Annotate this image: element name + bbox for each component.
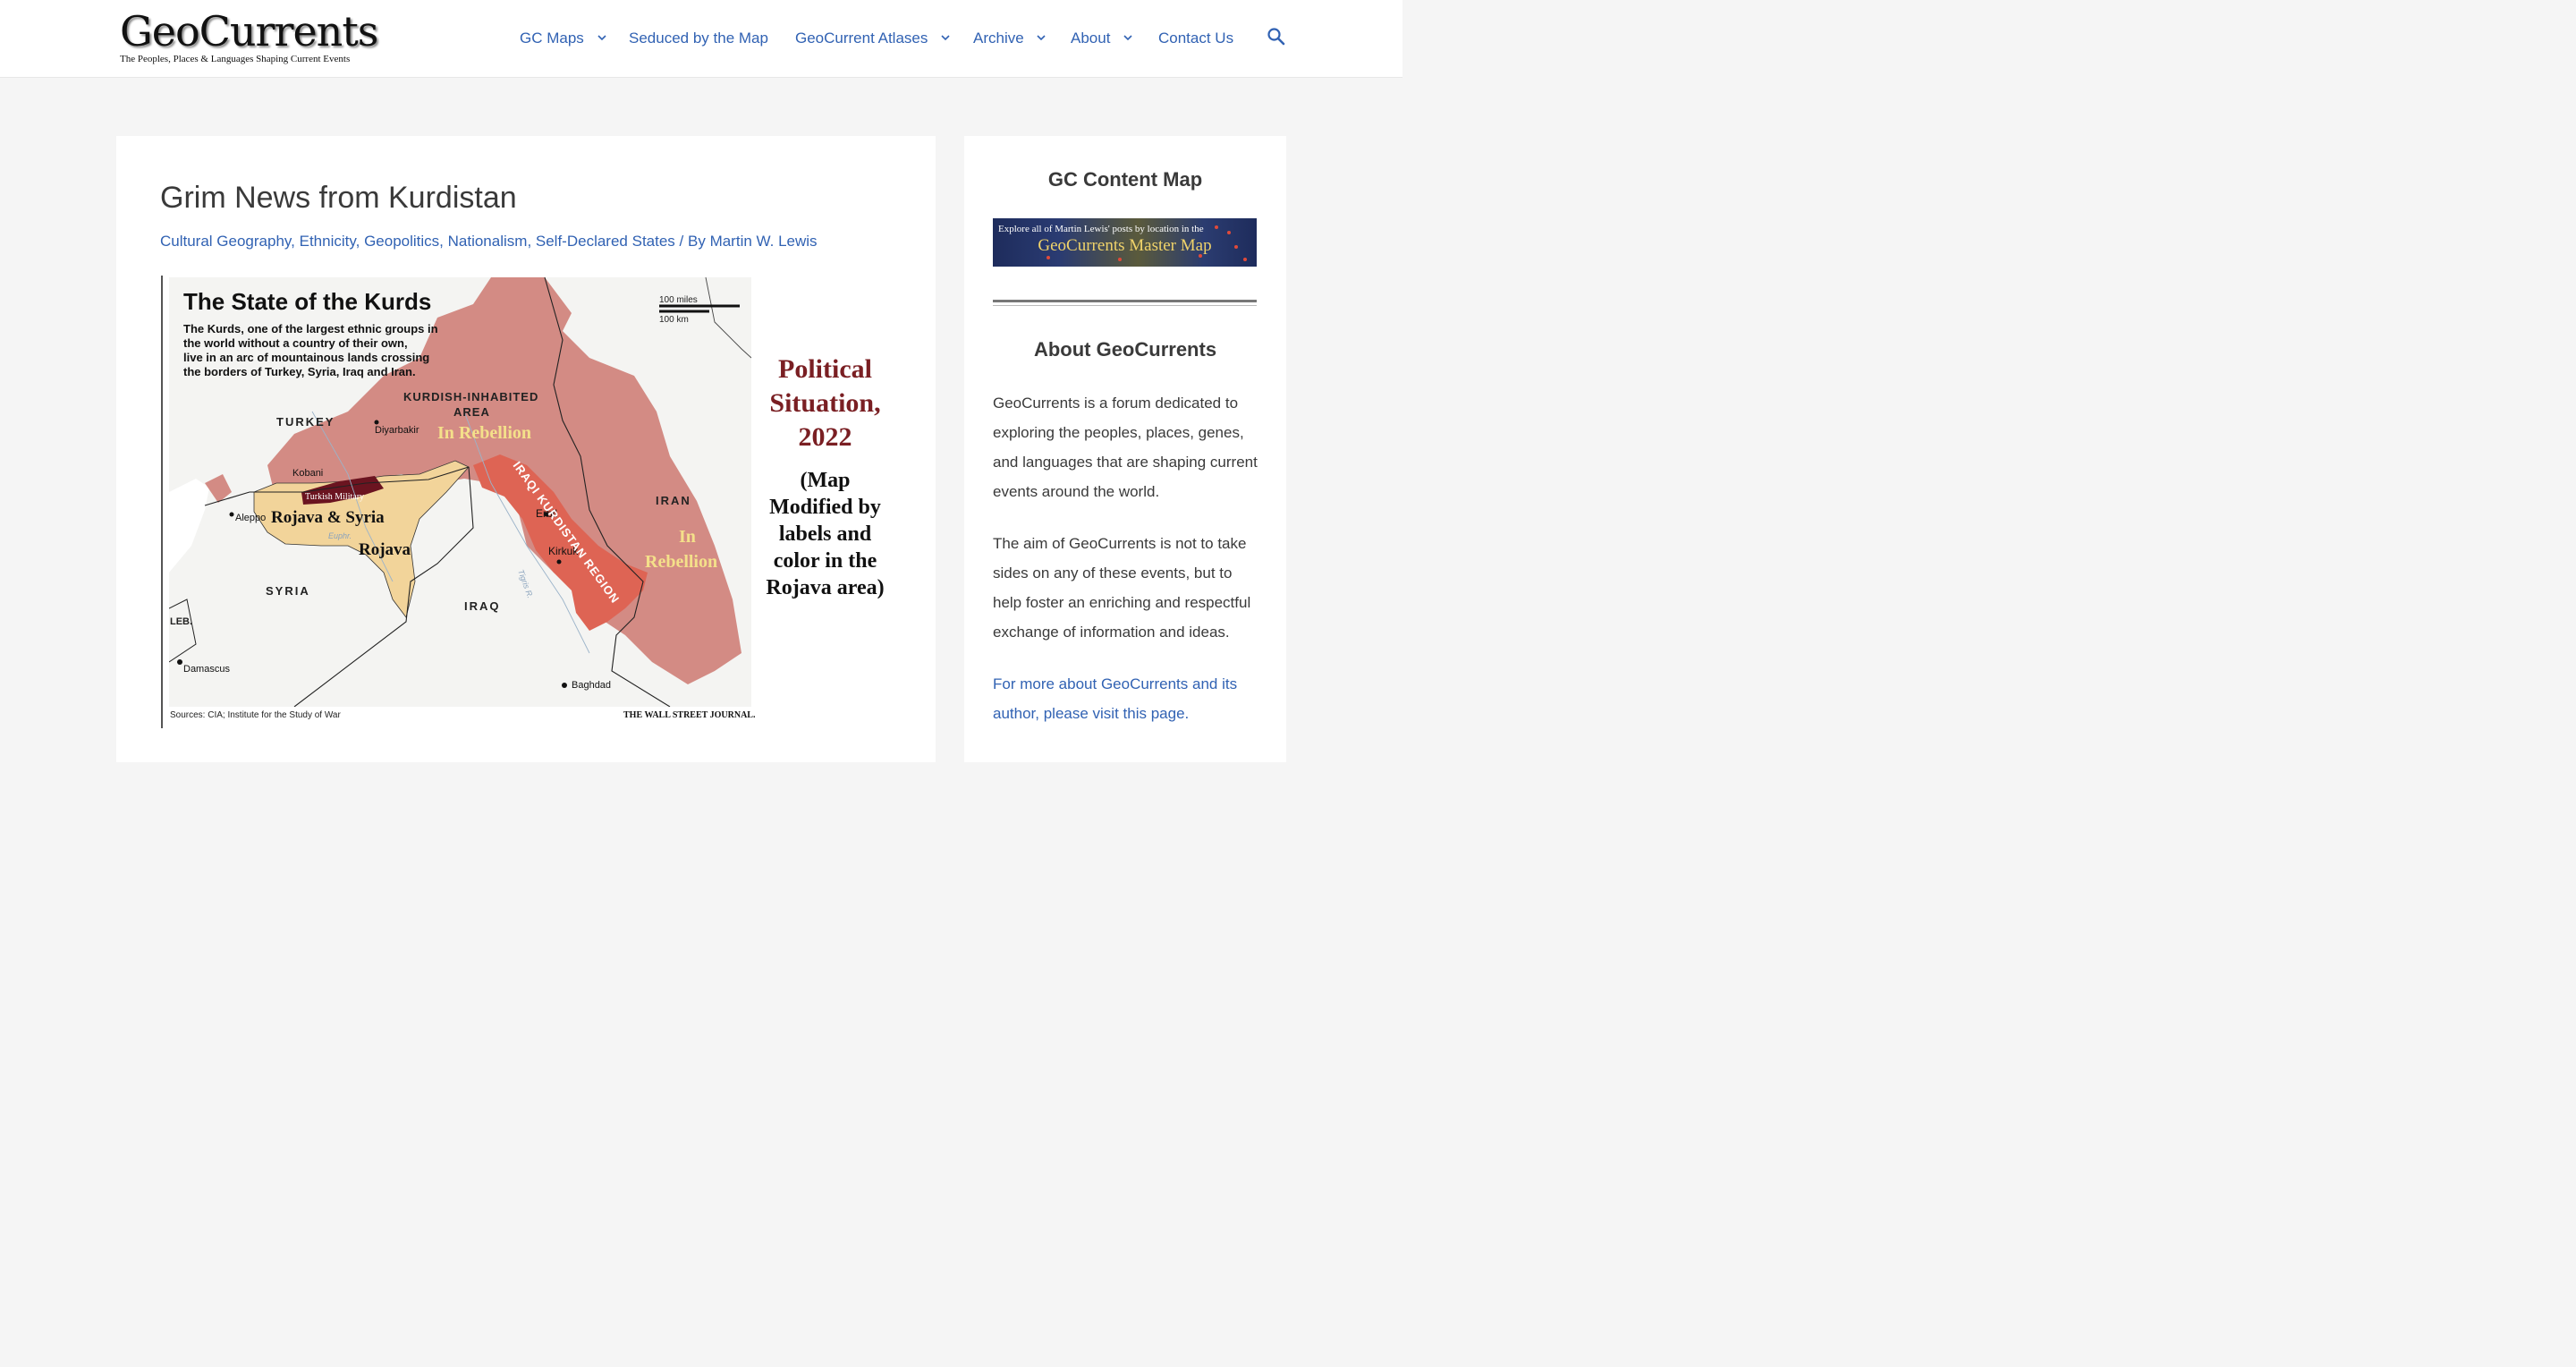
post-title: Grim News from Kurdistan (160, 181, 517, 215)
content-map-heading: GC Content Map (1047, 168, 1203, 191)
sidebar: GC Content Map Explore all of Martin Lew… (964, 136, 1286, 762)
kurdistan-map[interactable]: 100 miles 100 km The State of the Kurds … (169, 277, 751, 707)
city-aleppo: Aleppo (235, 513, 266, 523)
figure-left-rule (161, 276, 163, 728)
chevron-down-icon (941, 35, 950, 41)
about-paragraph: The aim of GeoCurrents is not to take si… (993, 535, 1251, 641)
scale-miles-label: 100 miles (659, 295, 698, 305)
country-iraq: IRAQ (464, 599, 501, 613)
map-annotation-note: (Map Modified by labels and color in the… (751, 467, 899, 601)
chevron-down-icon (1037, 35, 1046, 41)
map-pin-icon (1118, 258, 1122, 261)
byline-prefix: / By (679, 233, 706, 250)
map-desc-line: live in an arc of mountainous lands cros… (183, 351, 429, 364)
article-card: Grim News from Kurdistan Cultural Geogra… (116, 136, 936, 762)
logo-tagline: The Peoples, Places & Languages Shaping … (120, 54, 351, 64)
country-syria: SYRIA (266, 584, 310, 598)
category-link-cultural-geography[interactable]: Cultural Geography (160, 233, 292, 250)
area-label: AREA (453, 405, 490, 419)
city-kobani: Kobani (292, 468, 323, 479)
master-map-banner[interactable]: Explore all of Martin Lewis' posts by lo… (993, 218, 1257, 267)
map-desc-line: the borders of Turkey, Syria, Iraq and I… (183, 365, 416, 378)
map-title: The State of the Kurds (183, 288, 431, 315)
primary-nav: GC Maps Seduced by the Map GeoCurrent At… (0, 29, 1402, 50)
map-annotation-title: Political Situation, 2022 (751, 352, 899, 454)
nav-about[interactable]: About (1071, 29, 1134, 50)
map-pin-icon (1199, 254, 1202, 258)
city-kirkuk: Kirkuk (548, 545, 579, 557)
author-link[interactable]: Martin W. Lewis (709, 233, 818, 250)
iraqi-kurdistan-region (473, 454, 648, 631)
sidebar-divider (993, 300, 1257, 306)
nav-label: Seduced by the Map (629, 30, 768, 47)
map-source: Sources: CIA; Institute for the Study of… (170, 710, 341, 720)
site-logo[interactable]: GeoCurrents The Peoples, Places & Langua… (120, 7, 378, 64)
chevron-down-icon (1123, 35, 1132, 41)
annotation-line: 2022 (798, 422, 852, 452)
search-button[interactable] (1267, 27, 1286, 48)
category-link-geopolitics[interactable]: Geopolitics (364, 233, 440, 250)
map-pin-icon (1227, 231, 1231, 234)
annotation-line: Situation, (769, 388, 881, 418)
site-header: GeoCurrents The Peoples, Places & Langua… (0, 0, 1402, 78)
about-page-link[interactable]: For more about GeoCurrents and its autho… (993, 675, 1238, 722)
rebellion-label-iran: Rebellion (645, 552, 717, 572)
logo-title: GeoCurrents (120, 7, 378, 55)
category-link-ethnicity[interactable]: Ethnicity (299, 233, 356, 250)
nav-label: About (1071, 30, 1111, 47)
nav-label: Archive (973, 30, 1024, 47)
map-pin-icon (1234, 245, 1238, 249)
nav-contact-us[interactable]: Contact Us (1158, 29, 1233, 50)
map-publisher: THE WALL STREET JOURNAL. (623, 710, 756, 720)
area-label: KURDISH-INHABITED (403, 390, 538, 403)
about-heading: About GeoCurrents (1033, 338, 1217, 361)
map-desc-line: the world without a country of their own… (183, 336, 408, 350)
city-erbil: Erbil (536, 507, 557, 520)
annotation-line: Rojava area) (766, 576, 885, 599)
search-icon (1267, 28, 1285, 46)
chevron-down-icon (597, 35, 606, 41)
annotation-line: Modified by (769, 496, 881, 519)
country-lebanon: LEB. (170, 616, 192, 627)
rebellion-label-turkey: In Rebellion (437, 423, 531, 443)
nav-label: GeoCurrent Atlases (795, 30, 928, 47)
scale-km-label: 100 km (659, 315, 689, 325)
nav-gc-maps[interactable]: GC Maps (520, 29, 608, 50)
category-link-nationalism[interactable]: Nationalism (447, 233, 528, 250)
article-figure: 100 miles 100 km The State of the Kurds … (161, 276, 894, 728)
annotation-line: labels and (778, 522, 872, 546)
country-turkey: TURKEY (276, 415, 335, 429)
category-link-self-declared-states[interactable]: Self-Declared States (535, 233, 675, 250)
annotation-line: color in the (773, 549, 877, 573)
turkish-military-label: Turkish Military (305, 492, 364, 502)
country-iran: IRAN (656, 494, 691, 507)
map-pin-icon (1046, 256, 1050, 259)
city-damascus: Damascus (183, 664, 230, 675)
rojava-syria-label: Rojava & Syria (271, 508, 385, 527)
map-pin-icon (1243, 258, 1247, 261)
nav-geocurrent-atlases[interactable]: GeoCurrent Atlases (795, 29, 952, 50)
map-pin-icon (1215, 225, 1218, 229)
annotation-line: (Map (800, 469, 851, 492)
nav-seduced-by-the-map[interactable]: Seduced by the Map (629, 29, 768, 50)
banner-top-text: Explore all of Martin Lewis' posts by lo… (998, 224, 1204, 234)
annotation-line: Political (778, 354, 872, 384)
rebellion-label-iran: In (679, 527, 696, 547)
rojava-label: Rojava (359, 540, 411, 559)
city-diyarbakir: Diyarbakir (375, 425, 419, 436)
about-paragraph: GeoCurrents is a forum dedicated to expl… (993, 395, 1258, 500)
banner-main-text: GeoCurrents Master Map (1038, 236, 1212, 255)
river-euphrates-label: Euphr. (328, 531, 352, 540)
nav-archive[interactable]: Archive (973, 29, 1047, 50)
nav-label: Contact Us (1158, 30, 1234, 47)
map-desc-line: The Kurds, one of the largest ethnic gro… (183, 322, 438, 335)
city-baghdad: Baghdad (572, 680, 611, 691)
nav-label: GC Maps (520, 30, 584, 47)
post-meta: Cultural Geography, Ethnicity, Geopoliti… (160, 233, 818, 250)
